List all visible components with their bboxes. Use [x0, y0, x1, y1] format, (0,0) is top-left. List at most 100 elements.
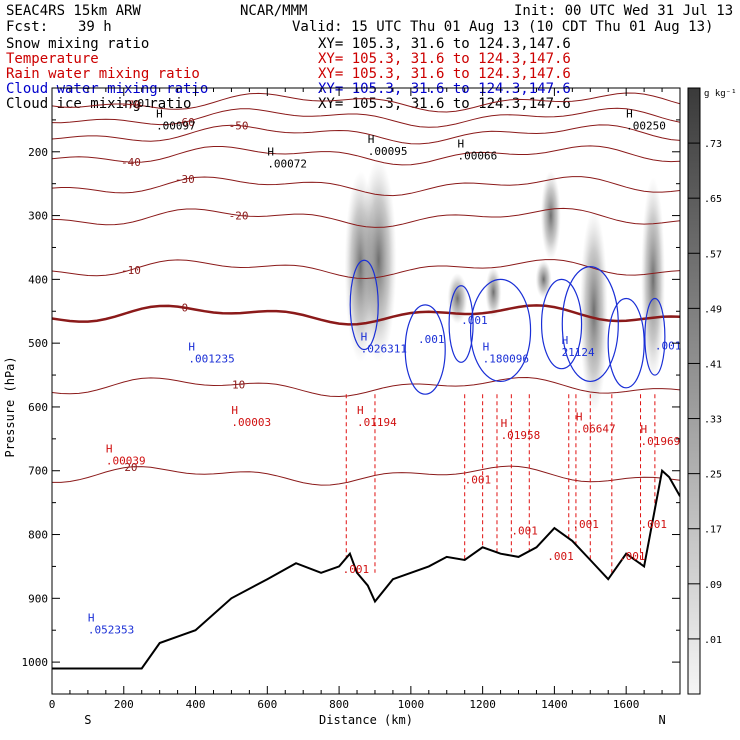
max-marker: H [361, 331, 368, 344]
x-tick-label: 200 [114, 698, 134, 711]
isotherm-label: 20 [124, 461, 137, 474]
colorbar-tick-label: .73 [704, 139, 722, 150]
max-value: .180096 [483, 352, 529, 365]
plot-inner: -70 -60 -50 -40 -30 -20 -10 0 10 20 [52, 92, 680, 694]
x-tick-label: 600 [257, 698, 277, 711]
legend-label: Rain water mixing ratio [6, 66, 200, 82]
max-value: .001 [619, 550, 646, 563]
x-tick-label: 1600 [613, 698, 640, 711]
org-title: NCAR/MMM [240, 3, 308, 19]
max-value: .00039 [106, 454, 146, 467]
y-tick-label: 1000 [22, 656, 49, 669]
isotherm-label: -70 [121, 98, 141, 111]
isotherm-line [52, 207, 680, 228]
isotherm-label: -10 [121, 264, 141, 277]
legend-xy: XY= 105.3, 31.6 to 124.3,147.6 [318, 81, 571, 97]
y-tick-label: 200 [28, 146, 48, 159]
y-tick-label: 800 [28, 529, 48, 542]
max-marker: H [576, 410, 583, 423]
colorbar [687, 87, 701, 695]
max-value: .001 [461, 314, 488, 327]
y-tick-label: 300 [28, 210, 48, 223]
model-title: SEAC4RS 15km ARW [6, 3, 141, 19]
legend-xy: XY= 105.3, 31.6 to 124.3,147.6 [318, 66, 571, 82]
legend-xy: XY= 105.3, 31.6 to 124.3,147.6 [318, 51, 571, 67]
y-tick-label: 400 [28, 273, 48, 286]
max-marker: H [88, 611, 95, 624]
isotherm-label: -40 [121, 156, 141, 169]
isotherm-line [52, 92, 680, 113]
snow-shading [535, 260, 552, 299]
y-tick-label: 900 [28, 592, 48, 605]
isotherm-line [52, 145, 680, 166]
x-tick-label: 1400 [541, 698, 568, 711]
max-value: .00250 [626, 119, 666, 132]
x-axis-label: Distance (km) [319, 713, 413, 727]
plot-area: -70-60 -50-40-30-20-1001020H.00097H.00072… [3, 87, 737, 727]
max-value: .06647 [576, 422, 616, 435]
plot-frame [51, 87, 681, 695]
cloud-water-contour [448, 285, 474, 363]
y-tick-label: 700 [28, 465, 48, 478]
max-marker: H [231, 404, 238, 417]
colorbar-tick-label: .17 [704, 525, 722, 536]
colorbar-tick-label: .57 [704, 249, 722, 260]
isotherm-label: -50 [229, 120, 249, 133]
max-marker: H [188, 340, 195, 353]
colorbar-unit: g kg⁻¹ [704, 89, 737, 99]
y-axis-label: Pressure (hPa) [3, 356, 17, 457]
max-value: 21124 [562, 346, 595, 359]
isotherm-line [52, 124, 680, 145]
cloud-water-contour [404, 304, 446, 395]
max-value: .00095 [368, 145, 408, 158]
isotherm-label: 10 [232, 378, 245, 391]
legend-label: Temperature [6, 51, 99, 67]
snow-shading [641, 177, 666, 382]
x-tick-label: 1200 [469, 698, 496, 711]
isotherm-label: -30 [175, 173, 195, 186]
max-marker: H [483, 340, 490, 353]
max-value: .00072 [267, 158, 307, 171]
terrain-fill [52, 470, 680, 694]
isotherm-line [52, 107, 680, 128]
max-marker: H [267, 146, 274, 159]
max-value: .00066 [458, 149, 498, 162]
max-value: .01969 [641, 435, 681, 448]
max-value: .01 [131, 97, 151, 110]
terrain-line [52, 468, 680, 670]
legend-xy: XY= 105.3, 31.6 to 124.3,147.6 [318, 36, 571, 52]
isotherm-line [52, 376, 680, 398]
max-marker: H [357, 404, 364, 417]
colorbar-tick-label: .25 [704, 470, 722, 481]
colorbar-tick-label: .01 [704, 635, 722, 646]
max-marker: H [641, 423, 648, 436]
max-value: .052353 [88, 623, 134, 636]
x-tick-label: 400 [186, 698, 206, 711]
cloud-water-contour [644, 297, 666, 376]
south-label: S [84, 713, 91, 727]
max-marker: H [368, 133, 375, 146]
cloud-water-contour [469, 278, 532, 383]
colorbar-tick-label: .41 [704, 359, 722, 370]
y-tick-label: 500 [28, 337, 48, 350]
cloud-water-contour [561, 266, 619, 383]
max-value: .001 [572, 518, 599, 531]
colorbar-tick-label: .33 [704, 415, 722, 426]
isotherm-line [52, 259, 680, 280]
cloud-water-contour [540, 278, 583, 370]
isotherm-line [52, 304, 680, 326]
max-value: .001 [418, 333, 445, 346]
max-value: .01958 [501, 429, 541, 442]
max-value: .01194 [357, 416, 397, 429]
isotherm-label: 0 [181, 302, 188, 315]
snow-shading [540, 170, 561, 261]
north-label: N [658, 713, 665, 727]
max-value: .026311 [361, 343, 407, 356]
max-value: .00097 [156, 119, 196, 132]
max-value: .001 [655, 340, 682, 353]
cloud-water-contour [607, 297, 645, 389]
isotherm-label: -60 [175, 116, 195, 129]
max-value: .00003 [231, 416, 271, 429]
max-value: .001 [511, 525, 538, 538]
snow-shading [579, 209, 608, 414]
